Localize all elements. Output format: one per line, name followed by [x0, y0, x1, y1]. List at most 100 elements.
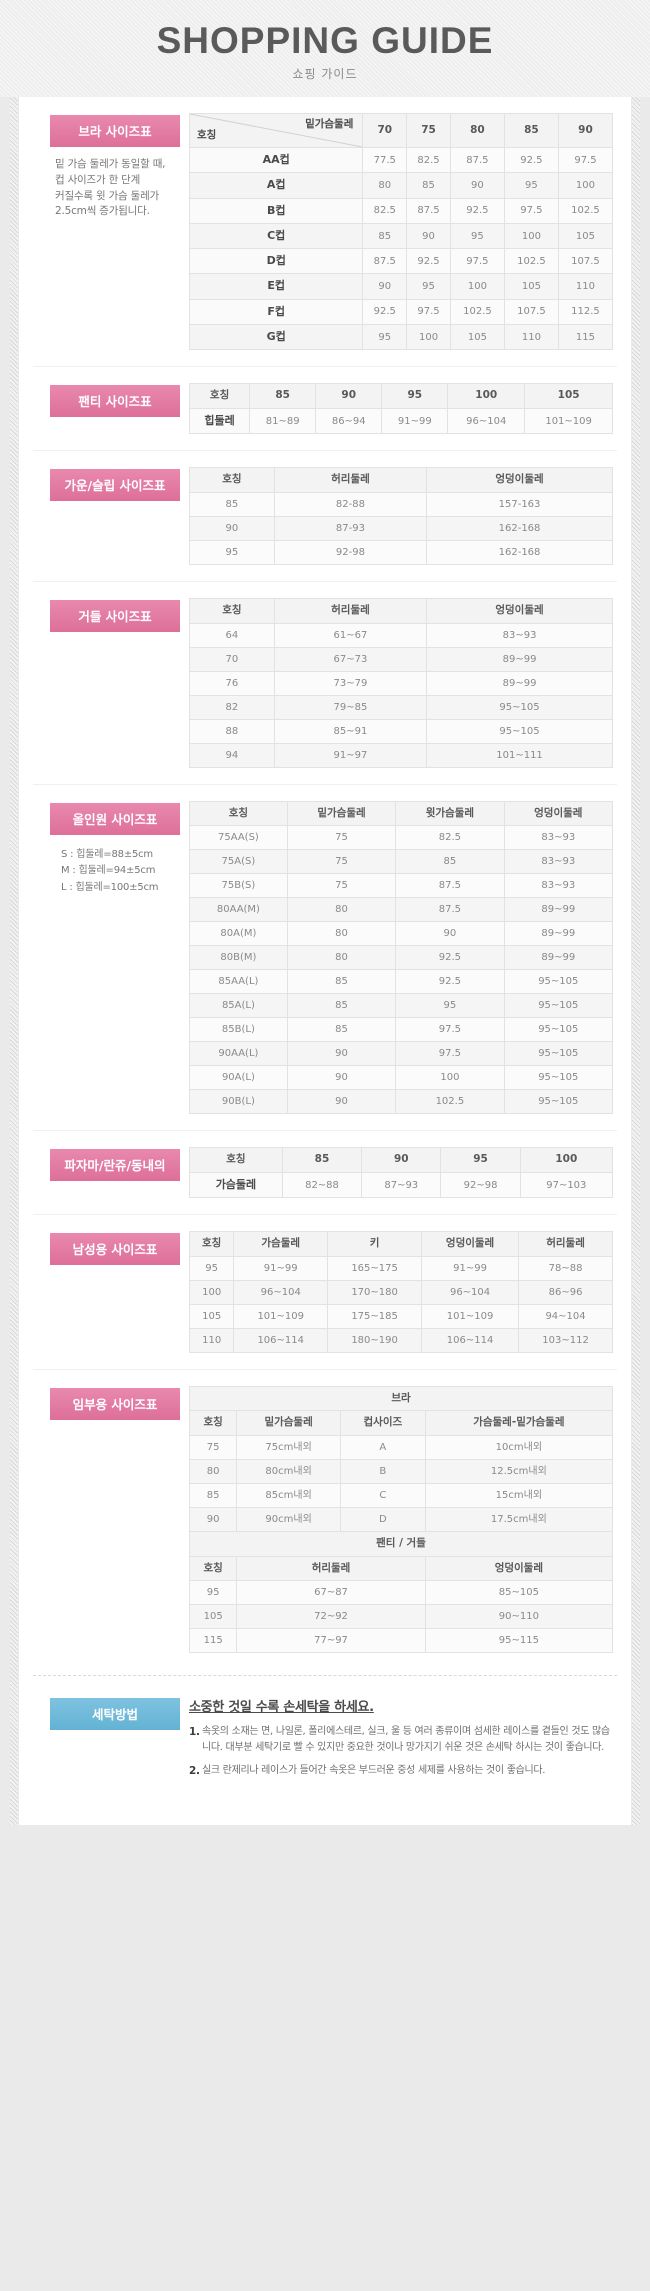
row-label-cell: 64 — [189, 622, 275, 648]
section-girdle-tag: 거들 사이즈표 — [50, 599, 180, 632]
column-header: 밑가슴둘레 — [286, 800, 397, 827]
data-cell: 86~96 — [518, 1279, 613, 1305]
table-row: 88 85~91 95~105 — [189, 718, 613, 744]
allinone-table-body: 75AA(S) 75 82.5 83~93 75A(S) 75 85 83~93 75B(S) 7… — [189, 825, 614, 1115]
data-cell: 107.5 — [503, 298, 559, 326]
wash-item-text: 속옷의 소재는 면, 나일론, 폴리에스테르, 실크, 울 등 여러 종류이며 … — [202, 1726, 610, 1754]
table-row: 105 101~109 175~185 101~109 94~104 — [188, 1303, 613, 1329]
table-header-row: 호칭 밑가슴둘레 컵사이즈 가슴둘레-밑가슴둘레 — [188, 1410, 614, 1437]
row-label-cell: D컵 — [188, 248, 364, 275]
data-cell: 103~112 — [518, 1327, 613, 1353]
data-cell: 95 — [362, 324, 408, 351]
column-header: 85 — [281, 1147, 363, 1173]
table-row: 94 91~97 101~111 — [189, 742, 613, 768]
data-cell: 95~105 — [503, 993, 614, 1019]
data-cell: 105 — [449, 324, 505, 351]
section-wash-tag: 세탁방법 — [50, 1698, 180, 1731]
table-row: 85A(L) 85 95 95~105 — [189, 993, 614, 1019]
divider-dashed — [33, 1675, 617, 1677]
divider — [33, 580, 617, 582]
data-cell: 85 — [395, 849, 505, 875]
data-cell: 107.5 — [557, 248, 614, 275]
row-label-cell: 80AA(M) — [189, 897, 288, 923]
data-cell: 87.5 — [395, 873, 505, 899]
data-cell: 101~109 — [421, 1303, 520, 1329]
data-cell: 83~93 — [503, 849, 614, 875]
wash-title: 소중한 것일 수록 손세탁을 하세요. — [189, 1700, 374, 1716]
data-cell: 85 — [286, 993, 397, 1019]
data-cell: 72~92 — [236, 1604, 426, 1630]
table-row: 90A(L) 90 100 95~105 — [189, 1065, 614, 1091]
section-gown-right: 호칭 허리둘레 엉덩이둘레 85 82-88 157-163 90 87-93 162-168… — [183, 467, 613, 565]
data-cell: 95~105 — [503, 1041, 614, 1067]
column-header: 가슴둘레 — [233, 1231, 329, 1257]
data-cell: 100 — [449, 273, 505, 300]
column-header: 컵사이즈 — [339, 1410, 426, 1437]
data-cell: 61~67 — [273, 622, 428, 648]
table-row: 80 80cm내외 B 12.5cm내외 — [188, 1459, 614, 1485]
data-cell: 92.5 — [503, 146, 559, 174]
data-cell: 94~104 — [518, 1303, 613, 1329]
data-cell: 100 — [406, 324, 451, 351]
data-cell: C — [339, 1483, 426, 1509]
row-label-cell: 힙둘레 — [188, 408, 251, 435]
data-cell: 83~93 — [503, 873, 614, 899]
data-cell: 87.5 — [406, 197, 451, 224]
column-header: 엉덩이둘레 — [503, 800, 614, 827]
table-header-row: 호칭 85 90 95 100 105 — [188, 383, 613, 410]
table-row: 70 67~73 89~99 — [189, 646, 613, 672]
data-cell: 85 — [286, 969, 397, 995]
section-pajama-left: 파자마/란쥬/동내의 — [33, 1147, 183, 1182]
data-cell: 82.5 — [362, 197, 408, 224]
table-row: 100 96~104 170~180 96~104 86~96 — [188, 1279, 613, 1305]
data-cell: 86~94 — [315, 408, 383, 435]
data-cell: 180~190 — [327, 1327, 423, 1353]
table-row: 64 61~67 83~93 — [189, 622, 613, 648]
data-cell: A — [339, 1435, 426, 1461]
data-cell: 106~114 — [421, 1327, 520, 1353]
data-cell: 77.5 — [362, 146, 408, 174]
data-cell: 85 — [286, 1017, 397, 1043]
divider — [33, 1130, 617, 1132]
row-label-cell: A컵 — [188, 172, 364, 199]
row-label-cell: G컵 — [188, 324, 364, 351]
mens-table-body: 95 91~99 165~175 91~99 78~88 100 96~104 170~180… — [188, 1255, 613, 1353]
data-cell: 165~175 — [327, 1255, 423, 1281]
data-cell: 162-168 — [426, 515, 613, 541]
data-cell: 96~104 — [421, 1279, 520, 1305]
data-cell: 90 — [449, 172, 505, 199]
table-row: 110 106~114 180~190 106~114 103~112 — [188, 1327, 613, 1353]
data-cell: 162-168 — [426, 539, 613, 565]
row-label-cell: 85 — [189, 491, 275, 517]
row-label-cell: C컵 — [188, 222, 364, 250]
data-cell: 175~185 — [327, 1303, 423, 1329]
column-header: 엉덩이둘레 — [424, 1555, 614, 1582]
data-cell: 97.5 — [503, 197, 559, 224]
maternity-bra-table: 브라 호칭 밑가슴둘레 컵사이즈 가슴둘레-밑가슴둘레 75 75cm내외 A 10cm내외… — [188, 1385, 614, 1654]
data-cell: 89~99 — [426, 670, 613, 696]
data-cell: 106~114 — [233, 1327, 329, 1353]
data-cell: 80 — [362, 172, 408, 199]
section-bra-note: 밑 가슴 둘레가 동일할 때, 컵 사이즈가 한 단계 커질수록 윗 가슴 둘레가 2… — [55, 158, 166, 218]
section-panty-left: 팬티 사이즈표 — [33, 383, 183, 418]
row-label-cell: 80B(M) — [189, 945, 288, 971]
data-cell: 102.5 — [449, 298, 505, 326]
data-cell: 80cm내외 — [236, 1459, 341, 1485]
data-cell: 101~111 — [426, 742, 613, 768]
table-row: 75 75cm내외 A 10cm내외 — [188, 1435, 614, 1461]
table-row: 90AA(L) 90 97.5 95~105 — [189, 1041, 614, 1067]
section-mens: 남성용 사이즈표 호칭 가슴둘레 키 엉덩이둘레 허리둘레 95 91~99 165~175… — [19, 1215, 631, 1369]
column-header: 엉덩이둘레 — [426, 597, 613, 624]
column-header: 엉덩이둘레 — [421, 1231, 520, 1257]
row-label-cell: 90B(L) — [189, 1089, 288, 1115]
pajama-table-body: 가슴둘레 82~88 87~93 92~98 97~103 — [189, 1171, 614, 1199]
column-header: 윗가슴둘레 — [395, 800, 505, 827]
table-row: 76 73~79 89~99 — [189, 670, 613, 696]
table-row: 95 91~99 165~175 91~99 78~88 — [188, 1255, 613, 1281]
maternity-panty-band-row: 팬티 / 거들 — [189, 1531, 613, 1557]
data-cell: 82-88 — [273, 491, 428, 517]
row-label-cell: 75 — [188, 1435, 238, 1461]
section-girdle: 거들 사이즈표 호칭 허리둘레 엉덩이둘레 64 61~67 83~93 70 67~73 8… — [19, 582, 631, 784]
data-cell: 110 — [557, 273, 614, 300]
